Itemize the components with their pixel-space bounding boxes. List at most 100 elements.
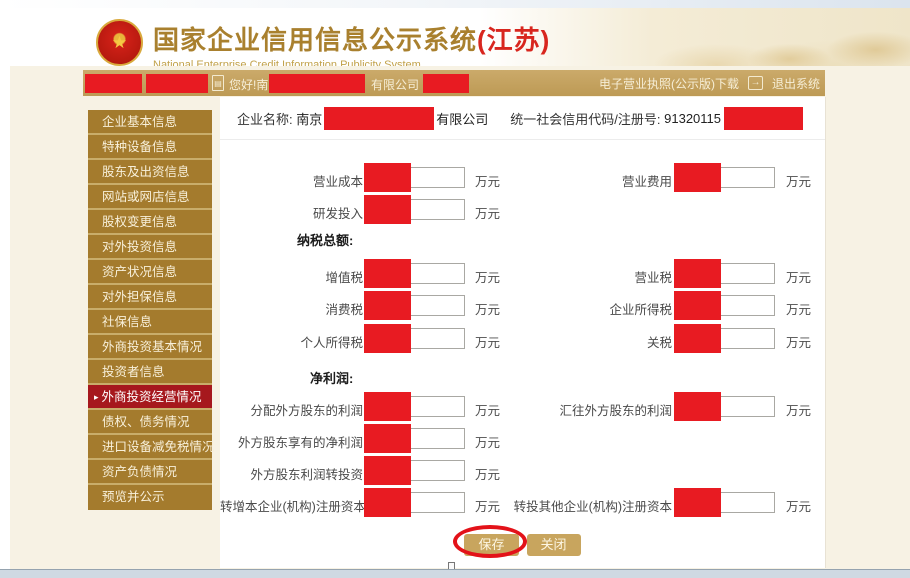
field-label: 增值税	[325, 271, 363, 285]
field-label: 研发投入	[312, 207, 363, 221]
field-label: 企业所得税	[609, 303, 672, 317]
redaction-block	[724, 106, 804, 130]
redaction-block	[364, 324, 411, 353]
sidebar-item-foreign-investment-operation[interactable]: ▸ 外商投资经营情况	[88, 385, 212, 410]
field-label: 关税	[646, 336, 672, 350]
net-profit-section-label: 净利润:	[310, 371, 354, 386]
field-personal-income-tax: 个人所得税 万元	[220, 324, 825, 358]
redaction-block	[146, 74, 208, 93]
sidebar-item-equity-change-info[interactable]: 股权变更信息	[88, 210, 212, 235]
redaction-block	[364, 291, 411, 320]
sidebar-item-creditor-debt[interactable]: 债权、债务情况	[88, 410, 212, 435]
unit-label: 万元	[475, 404, 501, 418]
sidebar-item-label: 外商投资基本情况	[102, 340, 203, 354]
sidebar-item-label: 投资者信息	[102, 365, 165, 379]
field-label: 外方股东享有的净利润	[237, 436, 363, 450]
field-label: 消费税	[325, 303, 363, 317]
field-vat: 增值税 万元	[220, 259, 825, 293]
emblem-star-icon: ★	[111, 33, 128, 52]
field-operating-cost: 营业成本 万元	[220, 163, 825, 197]
sidebar-item-foreign-investment-basic[interactable]: 外商投资基本情况	[88, 335, 212, 360]
field-label: 转投其他企业(机构)注册资本	[513, 500, 672, 514]
redaction-block	[364, 195, 411, 224]
sidebar-item-external-guarantee-info[interactable]: 对外担保信息	[88, 285, 212, 310]
redaction-block	[423, 74, 469, 93]
field-consumption-tax: 消费税 万元	[220, 291, 825, 325]
sidebar-item-website-webshop-info[interactable]: 网站或网店信息	[88, 185, 212, 210]
credit-code-label: 统一社会信用代码/注册号:	[510, 111, 661, 127]
sidebar-item-imported-equipment-tax-relief[interactable]: 进口设备减免税情况	[88, 435, 215, 460]
topbar-links: 电子营业执照(公示版)下载 → 退出系统	[599, 70, 820, 96]
unit-label: 万元	[475, 207, 501, 221]
browser-top-strip	[0, 0, 910, 8]
field-capital-increase-own: 转增本企业(机构)注册资本 万元	[220, 488, 825, 522]
company-name-label: 企业名称:	[237, 111, 293, 127]
main-form-panel: 企业名称: 南京 有限公司 统一社会信用代码/注册号: 91320115 营业成…	[220, 97, 826, 568]
field-net-profit-foreign-share: 外方股东享有的净利润 万元	[220, 424, 825, 458]
credit-code-value: 91320115	[664, 110, 722, 126]
redaction-block	[674, 163, 721, 192]
field-label: 营业税	[634, 271, 672, 285]
sidebar-item-label: 进口设备减免税情况	[102, 440, 215, 454]
license-badge-icon: ▤	[212, 75, 224, 91]
sidebar-item-social-security-info[interactable]: 社保信息	[88, 310, 212, 335]
company-name-suffix: 有限公司	[436, 111, 489, 127]
save-button[interactable]: 保存	[464, 534, 519, 556]
sidebar-item-preview-and-publish[interactable]: 预览并公示	[88, 485, 212, 510]
field-operating-expenses: 营业费用 万元	[220, 163, 825, 197]
sidebar-item-shareholder-contribution-info[interactable]: 股东及出资信息	[88, 160, 212, 185]
sidebar-item-label: 股权变更信息	[102, 215, 178, 229]
field-customs-duty: 关税 万元	[220, 324, 825, 358]
form-buttons-row: 保存 关闭	[220, 534, 825, 556]
bottom-status-strip	[0, 569, 910, 578]
unit-label: 万元	[475, 271, 501, 285]
redaction-block	[324, 106, 435, 130]
sidebar-item-label: 债权、债务情况	[102, 415, 190, 429]
field-business-tax: 营业税 万元	[220, 259, 825, 293]
site-title-main: 国家企业信用信息公示系统	[153, 25, 478, 55]
redaction-block	[364, 259, 411, 288]
field-profit-remitted-foreign: 汇往外方股东的利润 万元	[220, 392, 825, 426]
sidebar-item-balance-sheet[interactable]: 资产负债情况	[88, 460, 212, 485]
tax-total-section-label: 纳税总额:	[297, 233, 354, 248]
sidebar-item-investor-info[interactable]: 投资者信息	[88, 360, 212, 385]
sidebar-item-label: 资产负债情况	[102, 465, 178, 479]
sidebar-item-label: 对外投资信息	[102, 240, 178, 254]
company-header-row: 企业名称: 南京 有限公司 统一社会信用代码/注册号: 91320115	[220, 97, 825, 140]
unit-label: 万元	[786, 271, 812, 285]
sidebar-item-outbound-investment-info[interactable]: 对外投资信息	[88, 235, 212, 260]
sidebar-item-enterprise-basic-info[interactable]: 企业基本信息	[88, 110, 212, 135]
redaction-block	[674, 259, 721, 288]
sidebar-item-label: 资产状况信息	[102, 265, 178, 279]
unit-label: 万元	[786, 500, 812, 514]
site-header: ★ 国家企业信用信息公示系统(江苏) National Enterprise C…	[0, 8, 910, 71]
site-title-region: (江苏)	[477, 25, 551, 55]
logout-link[interactable]: 退出系统	[771, 76, 820, 91]
logout-arrow-glyph: →	[750, 77, 761, 88]
unit-label: 万元	[475, 500, 501, 514]
sidebar-item-special-equipment-info[interactable]: 特种设备信息	[88, 135, 212, 160]
user-topbar: ▤ 您好!南京 有限公司 电子营业执照(公示版)下载 → 退出系统	[83, 70, 825, 96]
field-label: 个人所得税	[300, 336, 363, 350]
sidebar-item-label: 预览并公示	[102, 490, 165, 504]
field-capital-invest-other: 转投其他企业(机构)注册资本 万元	[220, 488, 825, 522]
license-download-link[interactable]: 电子营业执照(公示版)下载	[598, 76, 739, 91]
sidebar-item-asset-status-info[interactable]: 资产状况信息	[88, 260, 212, 285]
user-greeting-suffix: 有限公司	[371, 78, 420, 92]
field-label: 营业成本	[312, 175, 363, 189]
unit-label: 万元	[475, 303, 501, 317]
sidebar-item-label: 对外担保信息	[102, 290, 178, 304]
company-name-prefix: 南京	[296, 111, 323, 127]
logout-icon[interactable]: →	[747, 76, 763, 90]
redaction-block	[674, 392, 721, 421]
header-decorative-art	[480, 8, 910, 66]
sidebar-item-label: 企业基本信息	[102, 115, 178, 129]
site-title: 国家企业信用信息公示系统(江苏)	[153, 20, 550, 57]
close-button[interactable]: 关闭	[526, 534, 581, 556]
unit-label: 万元	[475, 436, 501, 450]
sidebar-item-label: 特种设备信息	[102, 140, 178, 154]
license-glyph: ▤	[214, 79, 222, 88]
redaction-block	[364, 424, 411, 453]
field-foreign-profit-reinvest: 外方股东利润转投资 万元	[220, 456, 825, 490]
redaction-block	[364, 392, 411, 421]
